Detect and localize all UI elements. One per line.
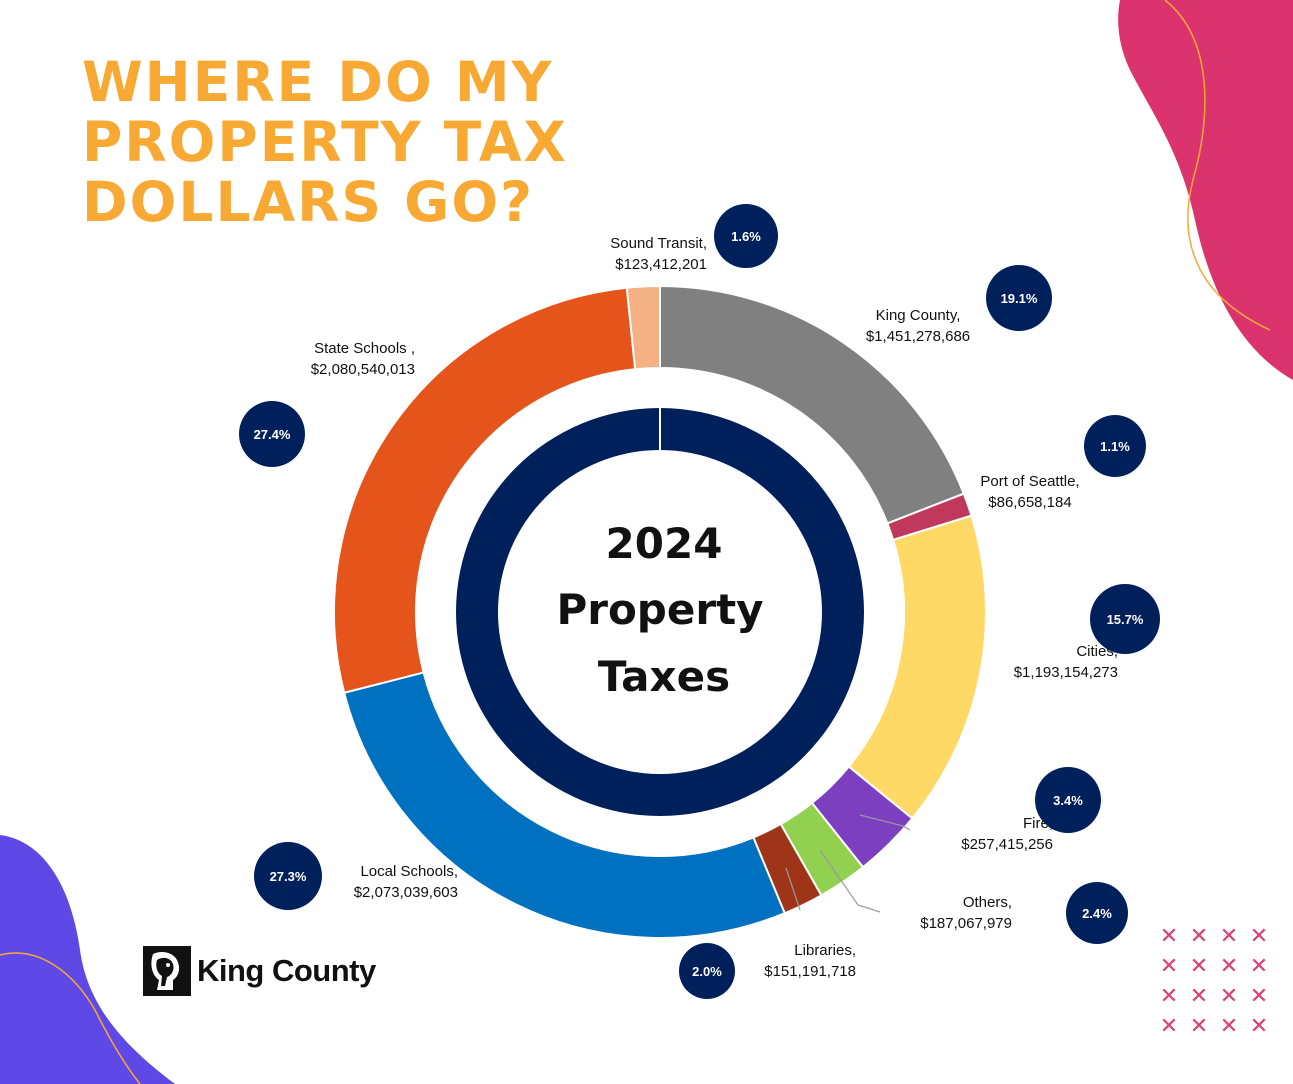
label-name-others: Others, — [963, 894, 1012, 911]
leader-line-others — [819, 849, 881, 913]
headline-line-2: PROPERTY TAX — [82, 110, 568, 174]
label-value-local-schools: $2,073,039,603 — [354, 884, 458, 901]
label-value-port-of-seattle: $86,658,184 — [988, 494, 1071, 511]
badge-king-county — [986, 265, 1052, 331]
x-mark: ✕ — [1189, 984, 1209, 1009]
x-mark: ✕ — [1219, 924, 1239, 949]
x-mark: ✕ — [1219, 984, 1239, 1009]
badge-text-libraries: 2.0% — [692, 964, 722, 979]
badge-state-schools — [239, 401, 305, 467]
x-mark: ✕ — [1219, 954, 1239, 979]
slice-sound-transit — [625, 284, 661, 371]
headline-line-3: DOLLARS GO? — [82, 170, 534, 234]
badge-text-port-of-seattle: 1.1% — [1100, 439, 1130, 454]
x-mark: ✕ — [1249, 984, 1269, 1009]
badge-text-others: 2.4% — [1082, 906, 1112, 921]
orange-wave-line-bottom — [0, 952, 141, 1084]
center-label-property: Property — [556, 585, 763, 634]
label-value-state-schools: $2,080,540,013 — [311, 361, 415, 378]
label-value-others: $187,067,979 — [920, 915, 1012, 932]
x-mark: ✕ — [1249, 924, 1269, 949]
label-value-cities: $1,193,154,273 — [1014, 664, 1118, 681]
percent-badges: 19.1% 1.1% 15.7% 3.4% 2.4% 2.0% 27.3% 27.4% 1.6% — [239, 204, 1160, 999]
purple-blob-bottom-left — [0, 835, 175, 1084]
badge-fire — [1035, 767, 1101, 833]
slice-state-schools — [333, 286, 637, 694]
outer-ring — [333, 284, 987, 939]
page-headline: WHERE DO MY PROPERTY TAX DOLLARS GO? — [82, 52, 568, 232]
label-value-sound-transit: $123,412,201 — [615, 256, 707, 273]
label-name-sound-transit: Sound Transit, — [610, 235, 707, 252]
badge-text-state-schools: 27.4% — [254, 427, 291, 442]
badge-cities — [1090, 584, 1160, 654]
x-mark: ✕ — [1159, 984, 1179, 1009]
leader-line-fire — [859, 814, 911, 831]
badge-text-cities: 15.7% — [1107, 612, 1144, 627]
x-mark: ✕ — [1189, 924, 1209, 949]
label-value-fire: $257,415,256 — [961, 836, 1053, 853]
leader-lines — [785, 814, 911, 913]
x-mark: ✕ — [1189, 954, 1209, 979]
badge-text-fire: 3.4% — [1053, 793, 1083, 808]
label-value-king-county: $1,451,278,686 — [866, 328, 970, 345]
x-mark: ✕ — [1249, 954, 1269, 979]
x-mark: ✕ — [1159, 924, 1179, 949]
badge-others — [1066, 882, 1128, 944]
x-mark: ✕ — [1219, 1014, 1239, 1039]
x-mark: ✕ — [1159, 954, 1179, 979]
badge-text-king-county: 19.1% — [1001, 291, 1038, 306]
slice-local-schools — [342, 671, 787, 939]
x-mark: ✕ — [1249, 1014, 1269, 1039]
label-name-state-schools: State Schools , — [314, 340, 415, 357]
badge-text-sound-transit: 1.6% — [731, 229, 761, 244]
logo-text: King County — [197, 953, 376, 988]
badge-local-schools — [254, 842, 322, 910]
badge-sound-transit — [714, 204, 778, 268]
badge-port-of-seattle — [1084, 415, 1146, 477]
label-name-port-of-seattle: Port of Seattle, — [980, 473, 1079, 490]
center-label-taxes: Taxes — [598, 652, 730, 701]
king-county-logo: King County — [143, 946, 376, 996]
center-hole — [498, 450, 822, 774]
center-label-year: 2024 — [606, 519, 723, 568]
x-pattern-decoration: ✕ ✕ ✕ ✕ ✕ ✕ ✕ ✕ ✕ ✕ ✕ ✕ ✕ ✕ ✕ ✕ — [1154, 922, 1274, 1042]
orange-wave-line-top — [1164, 0, 1271, 331]
headline-line-1: WHERE DO MY — [82, 50, 554, 114]
king-county-logo-icon — [143, 946, 191, 996]
label-name-king-county: King County, — [876, 307, 961, 324]
slice-cities — [847, 514, 987, 820]
label-name-libraries: Libraries, — [794, 942, 856, 959]
x-mark: ✕ — [1189, 1014, 1209, 1039]
pink-blob-top-right — [1118, 0, 1293, 380]
x-mark: ✕ — [1159, 1014, 1179, 1039]
badge-text-local-schools: 27.3% — [270, 869, 307, 884]
slice-labels: King County, $1,451,278,686 Port of Seattl… — [311, 235, 1118, 980]
label-name-local-schools: Local Schools, — [360, 863, 458, 880]
badge-libraries — [679, 943, 735, 999]
leader-line-libraries — [785, 867, 801, 911]
label-value-libraries: $151,191,718 — [764, 963, 856, 980]
